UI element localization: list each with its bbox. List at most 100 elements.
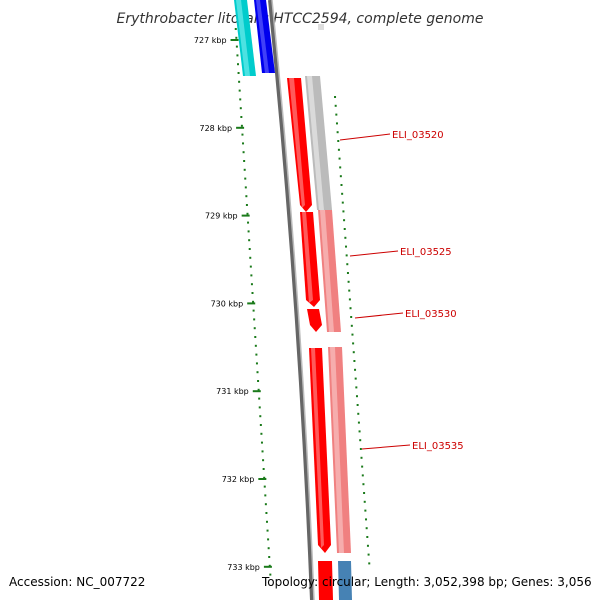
tick-label: 729 kbp <box>205 212 238 221</box>
outer-minor-tick <box>350 316 353 318</box>
major-tick <box>263 565 272 568</box>
outer-minor-tick <box>348 298 351 301</box>
minor-tick <box>261 450 264 453</box>
minor-tick <box>265 520 268 523</box>
outer-minor-tick <box>358 430 361 433</box>
minor-tick <box>235 45 238 48</box>
outer-minor-tick <box>341 192 344 195</box>
gene-inner-bottom[interactable] <box>318 561 333 600</box>
major-tick <box>236 126 245 129</box>
outer-minor-tick <box>345 254 348 257</box>
outer-minor-tick <box>365 518 368 521</box>
kbp-ticks: 727 kbp 728 kbp 729 kbp 730 kbp 731 kbp 732 k… <box>194 28 371 576</box>
outer-minor-tick <box>357 412 360 415</box>
tick-label: 732 kbp <box>222 475 255 484</box>
minor-tick <box>258 406 261 409</box>
minor-tick <box>244 177 247 180</box>
major-tick <box>247 302 256 305</box>
outer-minor-tick <box>352 351 355 354</box>
outer-minor-tick <box>361 474 364 477</box>
outer-minor-tick <box>342 210 345 213</box>
outer-minor-tick <box>362 483 365 486</box>
outer-minor-tick <box>368 562 371 565</box>
outer-minor-tick <box>348 289 351 292</box>
outer-minor-tick <box>367 553 370 556</box>
gene-inner-eli-03530[interactable] <box>307 309 322 332</box>
minor-tick <box>247 230 250 233</box>
tick-label: 728 kbp <box>199 124 232 133</box>
minor-tick <box>254 336 257 338</box>
outer-minor-tick <box>336 131 339 134</box>
minor-tick <box>247 221 250 224</box>
gene-label-eli-03530[interactable]: ELI_03530 <box>354 309 457 320</box>
outer-minor-tick <box>343 228 346 230</box>
gene-inner-eli-03535[interactable] <box>309 348 331 553</box>
outer-minor-tick <box>335 113 338 116</box>
genome-backbone-highlight <box>271 0 315 600</box>
minor-tick <box>263 485 266 488</box>
outer-minor-tick <box>352 342 355 345</box>
outer-minor-tick <box>360 456 363 459</box>
outer-minor-tick <box>355 395 358 398</box>
outer-minor-tick <box>361 465 364 468</box>
outer-minor-tick <box>357 421 360 424</box>
tick-label: 733 kbp <box>227 563 260 572</box>
outer-minor-tick <box>347 280 350 283</box>
outer-minor-tick <box>356 404 359 406</box>
outer-minor-tick <box>366 544 369 547</box>
minor-tick <box>241 133 244 136</box>
genome-backbone <box>268 0 314 600</box>
gene-inner-eli-03525[interactable] <box>300 212 320 307</box>
minor-tick <box>264 503 267 506</box>
minor-tick <box>268 556 271 558</box>
outer-minor-tick <box>340 184 343 186</box>
minor-tick <box>239 107 242 110</box>
major-tick <box>241 214 250 217</box>
minor-tick <box>248 248 251 250</box>
minor-tick <box>267 538 270 541</box>
gene-inner-eli-03520[interactable] <box>287 78 312 212</box>
minor-tick <box>238 89 241 92</box>
minor-tick <box>264 494 267 497</box>
major-tick <box>252 390 261 393</box>
minor-tick <box>267 547 270 550</box>
minor-tick <box>250 283 253 286</box>
gene-cyan-top[interactable] <box>234 0 256 76</box>
outer-minor-tick <box>364 509 367 512</box>
minor-tick <box>238 80 241 83</box>
svg-text:ELI_03530: ELI_03530 <box>405 309 457 320</box>
minor-tick <box>240 124 243 127</box>
gene-outer-steel[interactable] <box>338 561 352 600</box>
tick-label: 731 kbp <box>216 387 249 396</box>
outer-minor-tick <box>345 245 348 248</box>
gene-blue-top[interactable] <box>254 0 275 73</box>
outer-minor-tick <box>337 148 340 151</box>
gene-label-eli-03535[interactable]: ELI_03535 <box>361 441 464 452</box>
outer-minor-tick <box>353 360 356 362</box>
minor-tick <box>242 142 245 145</box>
genome-summary-text: Topology: circular; Length: 3,052,398 bp… <box>261 575 592 589</box>
outer-minor-tick <box>341 201 344 204</box>
minor-tick <box>249 265 252 268</box>
gene-outer-pink-1[interactable] <box>318 210 341 332</box>
svg-text:ELI_03535: ELI_03535 <box>412 441 464 452</box>
minor-tick <box>260 432 263 435</box>
outer-minor-tick <box>359 448 362 450</box>
minor-tick <box>243 168 246 171</box>
svg-text:ELI_03525: ELI_03525 <box>400 247 452 258</box>
minor-tick <box>260 441 263 444</box>
outer-minor-tick <box>363 500 366 503</box>
gene-label-eli-03520[interactable]: ELI_03520 <box>339 130 444 141</box>
gene-stub <box>318 24 324 30</box>
gene-outer-pink-2[interactable] <box>328 347 351 553</box>
minor-tick <box>243 160 246 162</box>
gene-outer-grey[interactable] <box>305 76 332 210</box>
minor-tick <box>266 529 269 532</box>
outer-minor-tick <box>335 122 338 125</box>
minor-tick <box>250 274 253 277</box>
tick-label: 730 kbp <box>211 299 244 308</box>
minor-tick <box>258 397 261 400</box>
gene-label-eli-03525[interactable]: ELI_03525 <box>349 247 452 258</box>
outer-minor-tick <box>337 140 340 142</box>
